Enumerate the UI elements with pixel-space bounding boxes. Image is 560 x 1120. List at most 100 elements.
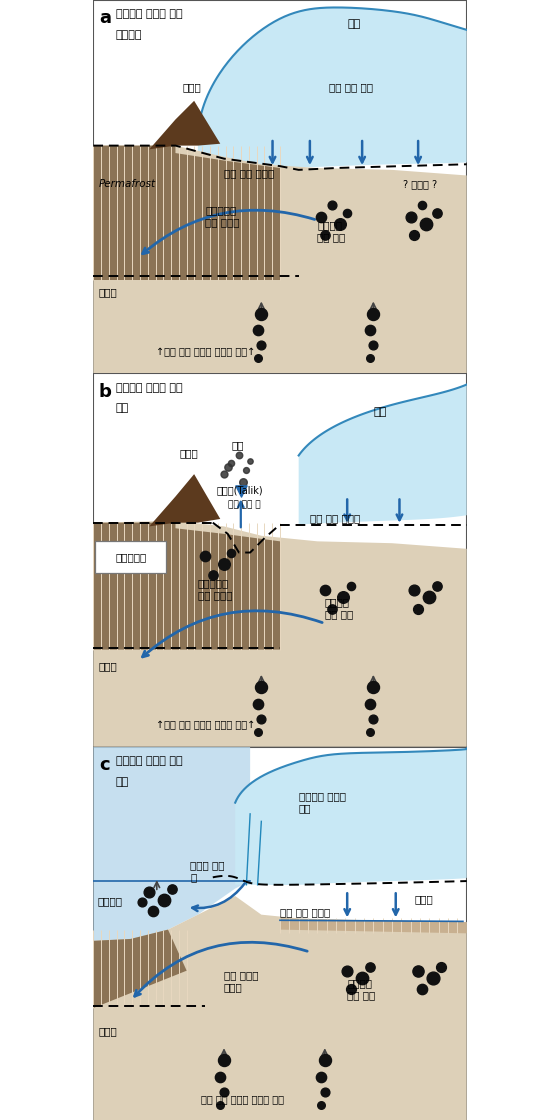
Text: 현재: 현재 — [116, 776, 129, 786]
Point — [227, 454, 236, 472]
Text: 영구동토층
아래 지하수: 영구동토층 아래 지하수 — [206, 205, 240, 227]
Point — [316, 1096, 325, 1114]
Polygon shape — [150, 474, 220, 526]
Point — [343, 962, 352, 980]
Polygon shape — [198, 8, 466, 168]
Point — [432, 577, 441, 595]
Text: 빙하 하부 재충전: 빙하 하부 재충전 — [310, 513, 360, 523]
Text: 영구동토층: 영구동토층 — [115, 552, 146, 562]
Point — [410, 226, 419, 244]
Point — [137, 893, 146, 911]
Point — [365, 722, 374, 740]
Point — [253, 694, 262, 712]
Point — [257, 710, 266, 728]
Point — [343, 204, 352, 222]
Text: 얼지 않은 땅: 얼지 않은 땅 — [228, 501, 260, 510]
Point — [257, 678, 266, 696]
Text: 배출: 배출 — [231, 440, 244, 450]
Point — [436, 958, 445, 976]
Text: 열에 의해 생성된 가스의 이동: 열에 의해 생성된 가스의 이동 — [201, 1094, 284, 1104]
Point — [316, 1068, 325, 1086]
Point — [257, 305, 266, 323]
Text: 미생물의
메탄 생성: 미생물의 메탄 생성 — [318, 221, 346, 242]
Point — [425, 588, 434, 606]
Point — [216, 1096, 225, 1114]
Text: 미생물의
메탄 생성: 미생물의 메탄 생성 — [325, 597, 353, 619]
Text: 빙하: 빙하 — [374, 407, 386, 417]
Text: 소빙하기: 소빙하기 — [116, 30, 142, 40]
Point — [347, 980, 356, 998]
Point — [328, 196, 337, 214]
Polygon shape — [94, 930, 186, 1008]
Point — [257, 336, 266, 354]
Point — [414, 962, 423, 980]
Text: ↑열에 의해 생성된 가스의 이동↑: ↑열에 의해 생성된 가스의 이동↑ — [156, 347, 255, 357]
Point — [227, 543, 236, 561]
Text: b: b — [99, 383, 112, 401]
Text: 미생물의
메탄 생성: 미생물의 메탄 생성 — [347, 978, 375, 1000]
Point — [148, 902, 157, 920]
Point — [369, 305, 378, 323]
Text: 해양에서 끝나는 빙하: 해양에서 끝나는 빙하 — [116, 756, 183, 766]
Point — [365, 958, 374, 976]
Point — [417, 980, 426, 998]
Polygon shape — [94, 896, 466, 1120]
Text: 바다 밑바닥
지하수: 바다 밑바닥 지하수 — [224, 971, 259, 992]
Point — [320, 1052, 329, 1070]
Text: 빙퇴석: 빙퇴석 — [183, 82, 202, 92]
Point — [242, 461, 251, 479]
Point — [238, 473, 247, 491]
Point — [220, 1083, 228, 1101]
Text: ? 지하수 ?: ? 지하수 ? — [403, 179, 437, 189]
Text: a: a — [99, 9, 111, 27]
Point — [216, 1068, 225, 1086]
FancyBboxPatch shape — [95, 541, 166, 573]
Text: 영구동토층
아래 지하수: 영구동토층 아래 지하수 — [198, 579, 232, 600]
Point — [328, 599, 337, 617]
Point — [223, 458, 232, 476]
Text: c: c — [99, 756, 110, 774]
Point — [417, 196, 426, 214]
Point — [160, 890, 169, 908]
Point — [220, 1052, 228, 1070]
Point — [365, 321, 374, 339]
Point — [253, 349, 262, 367]
Text: 빙하: 빙하 — [347, 19, 361, 29]
Point — [236, 482, 245, 500]
Polygon shape — [94, 523, 280, 650]
Text: 달리크(Talik): 달리크(Talik) — [217, 485, 263, 495]
Text: ↑열에 의해 생성된 가스의 이동↑: ↑열에 의해 생성된 가스의 이동↑ — [156, 720, 255, 730]
Text: 지하수: 지하수 — [99, 1027, 118, 1037]
Text: Permafrost: Permafrost — [99, 179, 156, 189]
Point — [335, 215, 344, 233]
Point — [406, 207, 415, 225]
Point — [358, 969, 367, 987]
Polygon shape — [298, 384, 466, 524]
Point — [253, 722, 262, 740]
Point — [208, 566, 217, 584]
Text: 육상에서 끝나는 빙하: 육상에서 끝나는 빙하 — [116, 383, 183, 393]
Point — [220, 554, 228, 572]
Polygon shape — [94, 146, 466, 373]
Polygon shape — [94, 747, 250, 941]
Point — [339, 588, 348, 606]
Text: 빙점 부근 얼음: 빙점 부근 얼음 — [329, 82, 372, 92]
Text: 빙퇴석: 빙퇴석 — [179, 448, 198, 458]
Point — [320, 1083, 329, 1101]
Point — [365, 694, 374, 712]
Point — [316, 207, 325, 225]
Point — [201, 548, 210, 566]
Point — [167, 879, 176, 897]
Point — [421, 215, 430, 233]
Point — [410, 581, 419, 599]
Point — [320, 581, 329, 599]
Text: 지하수: 지하수 — [414, 894, 433, 904]
Polygon shape — [94, 146, 280, 280]
Text: 빙하 하부 재충전: 빙하 하부 재충전 — [224, 168, 274, 178]
Point — [369, 336, 378, 354]
Point — [369, 710, 378, 728]
Text: 현재: 현재 — [116, 403, 129, 413]
Point — [320, 226, 329, 244]
Polygon shape — [235, 748, 466, 885]
Text: 해양에서 끝나는
빙하: 해양에서 끝나는 빙하 — [298, 792, 346, 813]
